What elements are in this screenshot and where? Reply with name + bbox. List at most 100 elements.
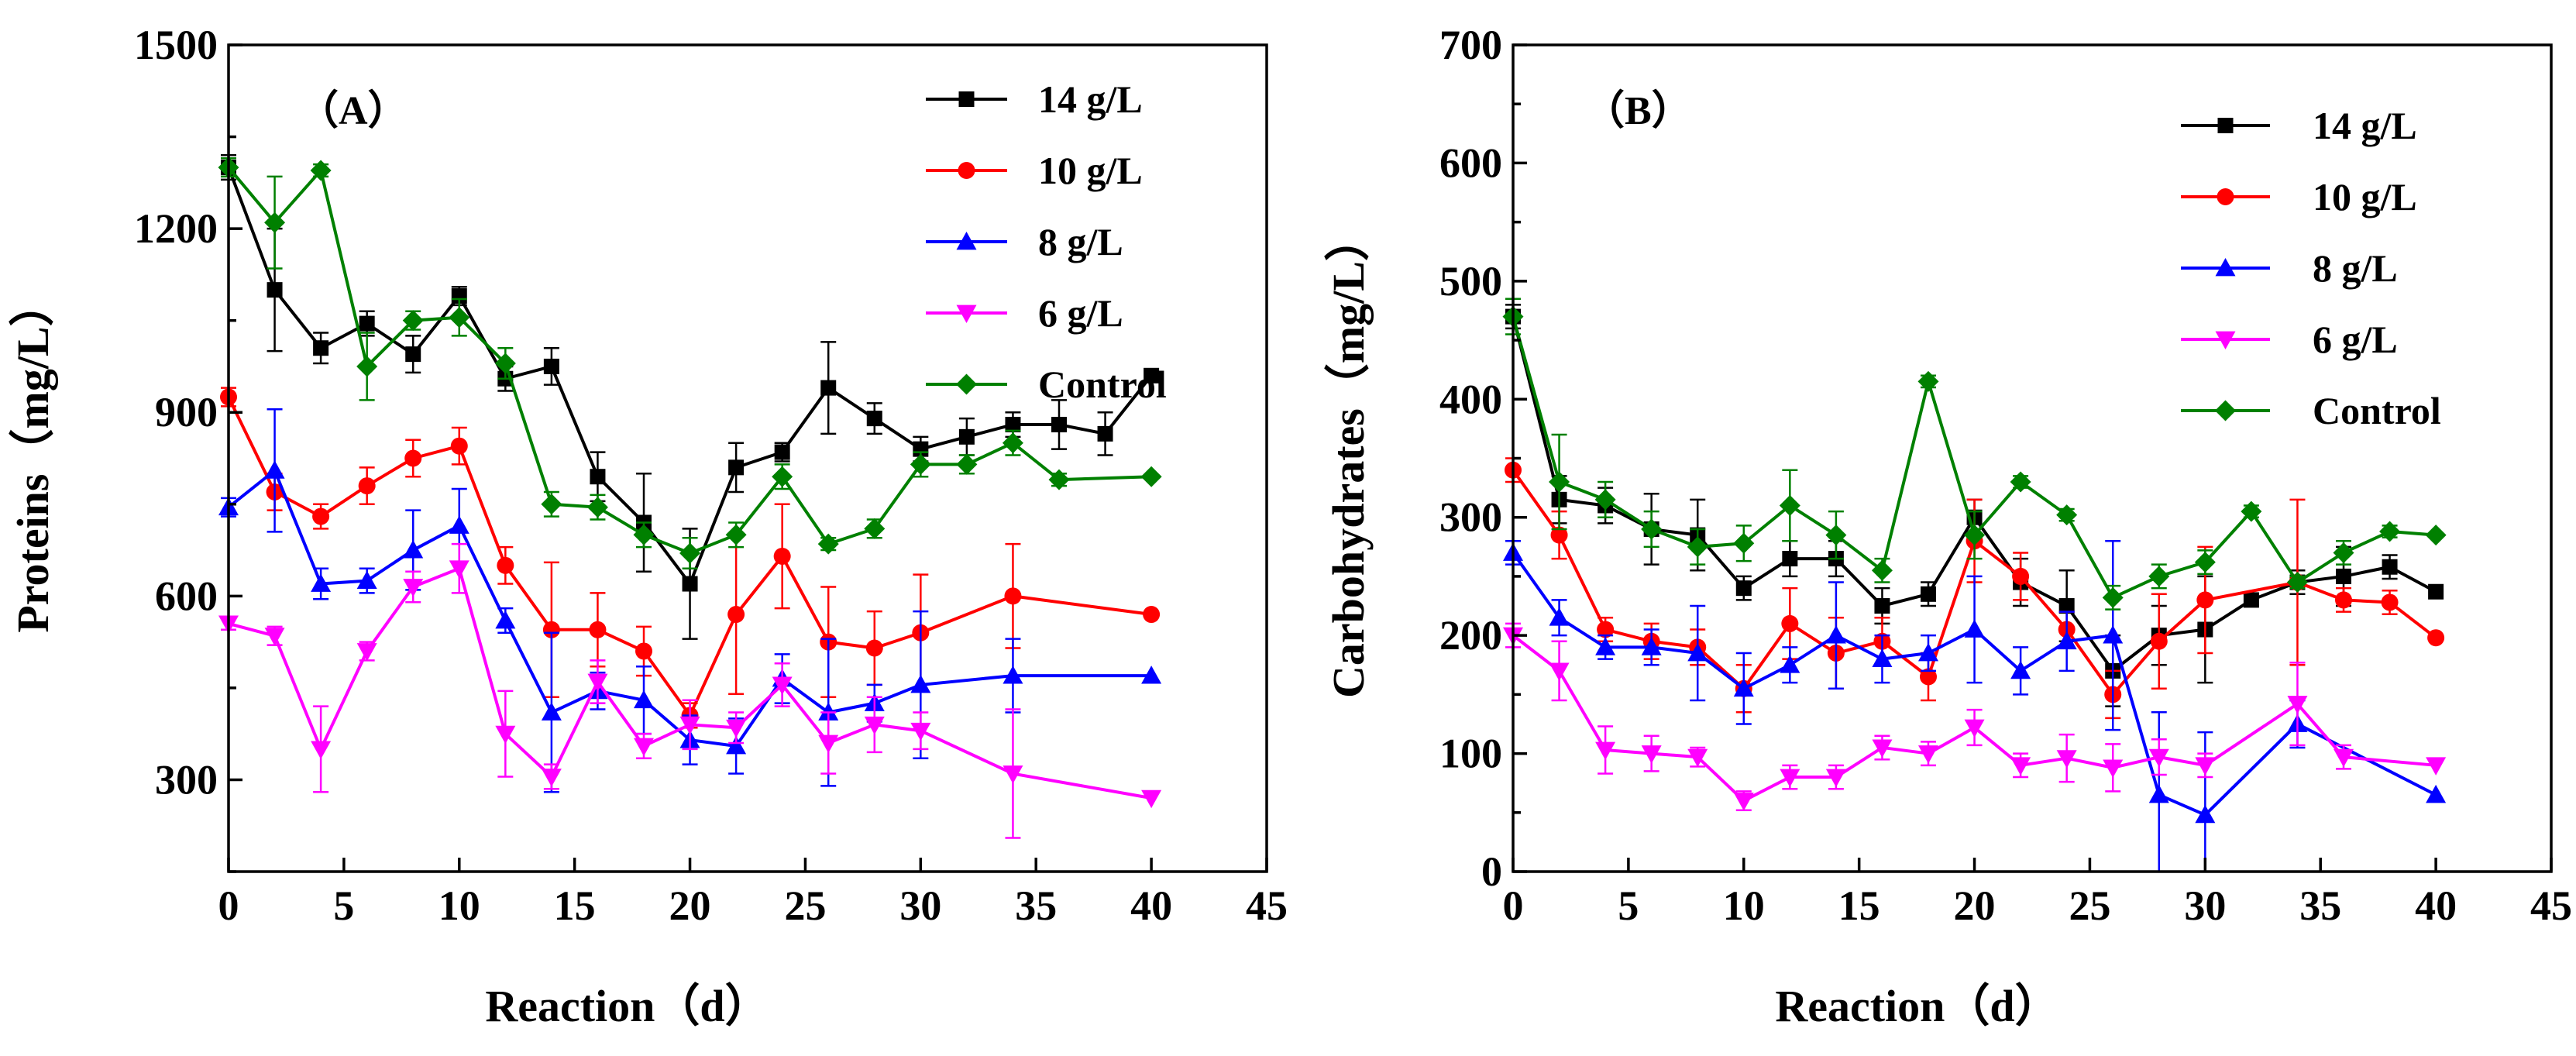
- x-tick-label: 35: [2299, 882, 2341, 929]
- legend-marker-shape: [958, 91, 975, 107]
- panel-a-series-layer: [218, 154, 1162, 839]
- x-tick-label: 0: [1503, 882, 1524, 929]
- x-tick-label: 40: [1130, 882, 1172, 929]
- data-point: [1687, 643, 1708, 662]
- data-point: [1641, 637, 1662, 655]
- data-point: [2335, 591, 2352, 609]
- data-point: [2103, 625, 2124, 644]
- legend-item-control: Control: [926, 363, 1167, 406]
- data-point: [1002, 432, 1023, 454]
- data-point: [2056, 504, 2078, 526]
- series-control: [1502, 298, 2447, 611]
- data-point: [1964, 719, 1985, 738]
- data-point: [403, 579, 424, 597]
- legend-label: 6 g/L: [2313, 318, 2398, 361]
- data-point: [541, 769, 562, 787]
- data-point: [1782, 551, 1798, 567]
- data-point: [586, 497, 608, 518]
- data-point: [311, 741, 332, 759]
- data-point: [2425, 525, 2447, 546]
- data-point: [1780, 769, 1800, 788]
- data-point: [1144, 367, 1160, 384]
- legend-marker-shape: [2215, 331, 2236, 349]
- data-point: [774, 444, 790, 460]
- data-point: [1780, 655, 1800, 673]
- data-point: [1917, 370, 1939, 392]
- series-line: [228, 566, 1152, 800]
- data-point: [2382, 559, 2398, 575]
- data-point: [1920, 668, 1937, 686]
- data-point: [1641, 745, 1662, 764]
- x-tick-label: 20: [669, 882, 711, 929]
- data-point: [1825, 525, 1847, 546]
- data-point: [682, 576, 698, 592]
- data-point: [356, 356, 378, 377]
- data-point: [543, 358, 559, 374]
- legend-marker-triangle-down: [2215, 331, 2236, 349]
- data-point: [726, 735, 747, 755]
- legend-item-10gL: 10 g/L: [926, 149, 1143, 192]
- data-point: [1733, 532, 1755, 554]
- legend-marker-square: [2217, 118, 2234, 133]
- legend-label: 10 g/L: [1038, 149, 1143, 192]
- data-point: [818, 702, 839, 721]
- legend-item-14gL: 14 g/L: [926, 77, 1143, 121]
- data-point: [958, 428, 975, 445]
- data-point: [2012, 567, 2030, 585]
- panel-b-series-layer: [1502, 298, 2447, 872]
- data-point: [2195, 757, 2216, 776]
- data-point: [495, 725, 516, 745]
- legend-item-control: Control: [2181, 389, 2441, 432]
- data-point: [679, 542, 701, 564]
- data-point: [541, 702, 562, 721]
- data-point: [2102, 586, 2124, 608]
- data-point: [2336, 568, 2351, 584]
- panel-a-ticks: 0 5 10 15 20 25 30 35 40 45 300 600 900 1200 1500: [134, 22, 1288, 929]
- data-point: [541, 494, 562, 515]
- data-point: [1549, 662, 1570, 681]
- data-point: [2056, 631, 2077, 650]
- panel-a-legend: 14 g/L 10 g/L 8 g/L 6 g/L Control: [926, 77, 1167, 406]
- data-point: [1687, 536, 1708, 558]
- data-point: [450, 437, 468, 455]
- data-point: [1141, 789, 1162, 809]
- x-tick-label: 15: [554, 882, 596, 929]
- panel-a-x-axis-label: Reaction（d）: [485, 981, 769, 1031]
- legend-marker-shape: [2217, 118, 2234, 133]
- data-point: [2286, 572, 2308, 593]
- data-point: [1594, 489, 1616, 511]
- data-point: [864, 716, 885, 735]
- legend-item-6gL: 6 g/L: [2181, 318, 2398, 361]
- data-point: [865, 639, 883, 657]
- legend-marker-circle: [2217, 188, 2234, 205]
- panel-b: 0 5 10 15 20 25 30 35 40 45 0 100 200 300 400 500 600 700…: [1323, 22, 2572, 1031]
- x-tick-label: 0: [218, 882, 239, 929]
- y-tick-label: 100: [1439, 731, 1502, 777]
- data-point: [2381, 593, 2399, 611]
- legend-marker-triangle-up: [956, 232, 977, 250]
- data-point: [2334, 748, 2354, 768]
- data-point: [817, 533, 839, 555]
- data-point: [358, 477, 376, 495]
- x-tick-label: 30: [899, 882, 941, 929]
- data-point: [542, 621, 560, 638]
- data-point: [402, 310, 424, 332]
- legend-marker-shape: [958, 162, 975, 179]
- legend-item-6gL: 6 g/L: [926, 291, 1123, 335]
- legend-label: 8 g/L: [1038, 220, 1123, 263]
- data-point: [725, 524, 747, 545]
- data-point: [2058, 598, 2075, 614]
- data-point: [590, 469, 606, 485]
- data-point: [634, 738, 654, 756]
- data-point: [1825, 769, 1846, 788]
- data-point: [910, 674, 931, 693]
- y-tick-label: 0: [1481, 848, 1502, 895]
- data-point: [910, 722, 931, 741]
- data-point: [1048, 469, 1070, 490]
- data-point: [1735, 580, 1752, 597]
- legend-marker-square: [958, 91, 975, 107]
- data-point: [359, 315, 375, 332]
- data-point: [820, 380, 837, 396]
- data-point: [313, 340, 329, 356]
- x-tick-label: 35: [1015, 882, 1057, 929]
